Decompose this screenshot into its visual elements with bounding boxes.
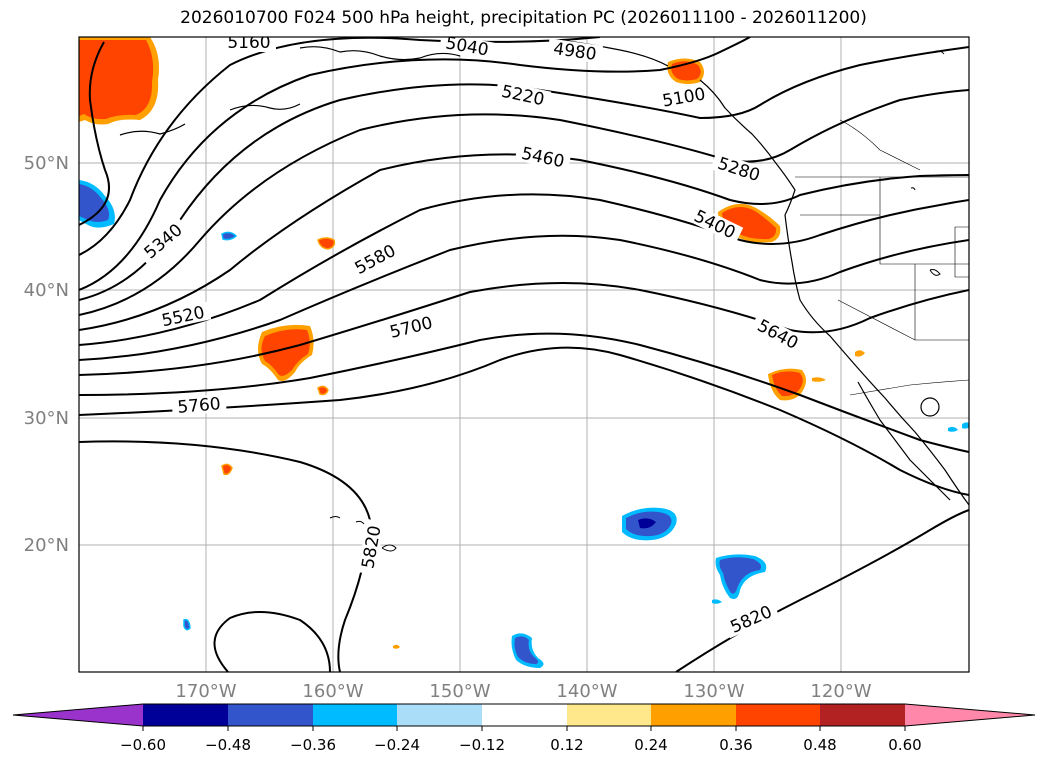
colorbar-tick-label: 0.60	[888, 736, 921, 754]
colorbar-tick-label: 0.24	[634, 736, 667, 754]
lon-tick-label: 150°W	[429, 681, 490, 702]
colorbar-segment	[313, 704, 397, 726]
colorbar-tick-label: −0.24	[374, 736, 420, 754]
colorbar-tick-label: 0.48	[803, 736, 836, 754]
colorbar-extend-low	[13, 704, 143, 726]
precip-negative-areas	[79, 180, 969, 668]
colorbar-segment	[397, 704, 482, 726]
graticule	[79, 37, 969, 672]
contour-label: 5160	[227, 33, 270, 53]
lat-tick-label: 30°N	[24, 408, 69, 429]
map-frame	[78, 36, 970, 673]
colorbar-segment	[482, 704, 567, 726]
contour-label: 5040	[444, 33, 490, 60]
axis-labels: 170°W 160°W 150°W 140°W 130°W 120°W 50°N…	[24, 153, 872, 702]
coastlines	[119, 39, 969, 506]
lon-tick-label: 140°W	[556, 681, 617, 702]
lon-tick-label: 160°W	[302, 681, 363, 702]
contour-label: 5760	[177, 394, 222, 418]
lat-tick-label: 40°N	[24, 280, 69, 301]
lat-tick-label: 20°N	[24, 535, 69, 556]
colorbar-segment	[820, 704, 905, 726]
colorbar-tick-label: 0.12	[550, 736, 583, 754]
colorbar-tick-label: −0.48	[205, 736, 251, 754]
islands	[329, 50, 945, 552]
lon-tick-label: 130°W	[683, 681, 744, 702]
lat-tick-label: 50°N	[24, 153, 69, 174]
colorbar-segment	[143, 704, 228, 726]
colorbar-tick-label: −0.36	[290, 736, 336, 754]
colorbar-segment	[228, 704, 313, 726]
map-title: 2026010700 F024 500 hPa height, precipit…	[180, 8, 867, 28]
colorbar-segment	[567, 704, 651, 726]
colorbar-segment	[651, 704, 736, 726]
colorbar-extend-high	[905, 704, 1035, 726]
colorbar-tick-label: −0.12	[459, 736, 505, 754]
borders	[795, 119, 969, 396]
colorbar-tick-label: −0.60	[120, 736, 166, 754]
lon-tick-label: 170°W	[175, 681, 236, 702]
colorbar-tick-label: 0.36	[719, 736, 752, 754]
lon-tick-label: 120°W	[810, 681, 871, 702]
colorbar: −0.60 −0.48 −0.36 −0.24 −0.12 0.12 0.24 …	[12, 703, 1036, 754]
map-background	[79, 37, 969, 672]
colorbar-segment	[736, 704, 820, 726]
